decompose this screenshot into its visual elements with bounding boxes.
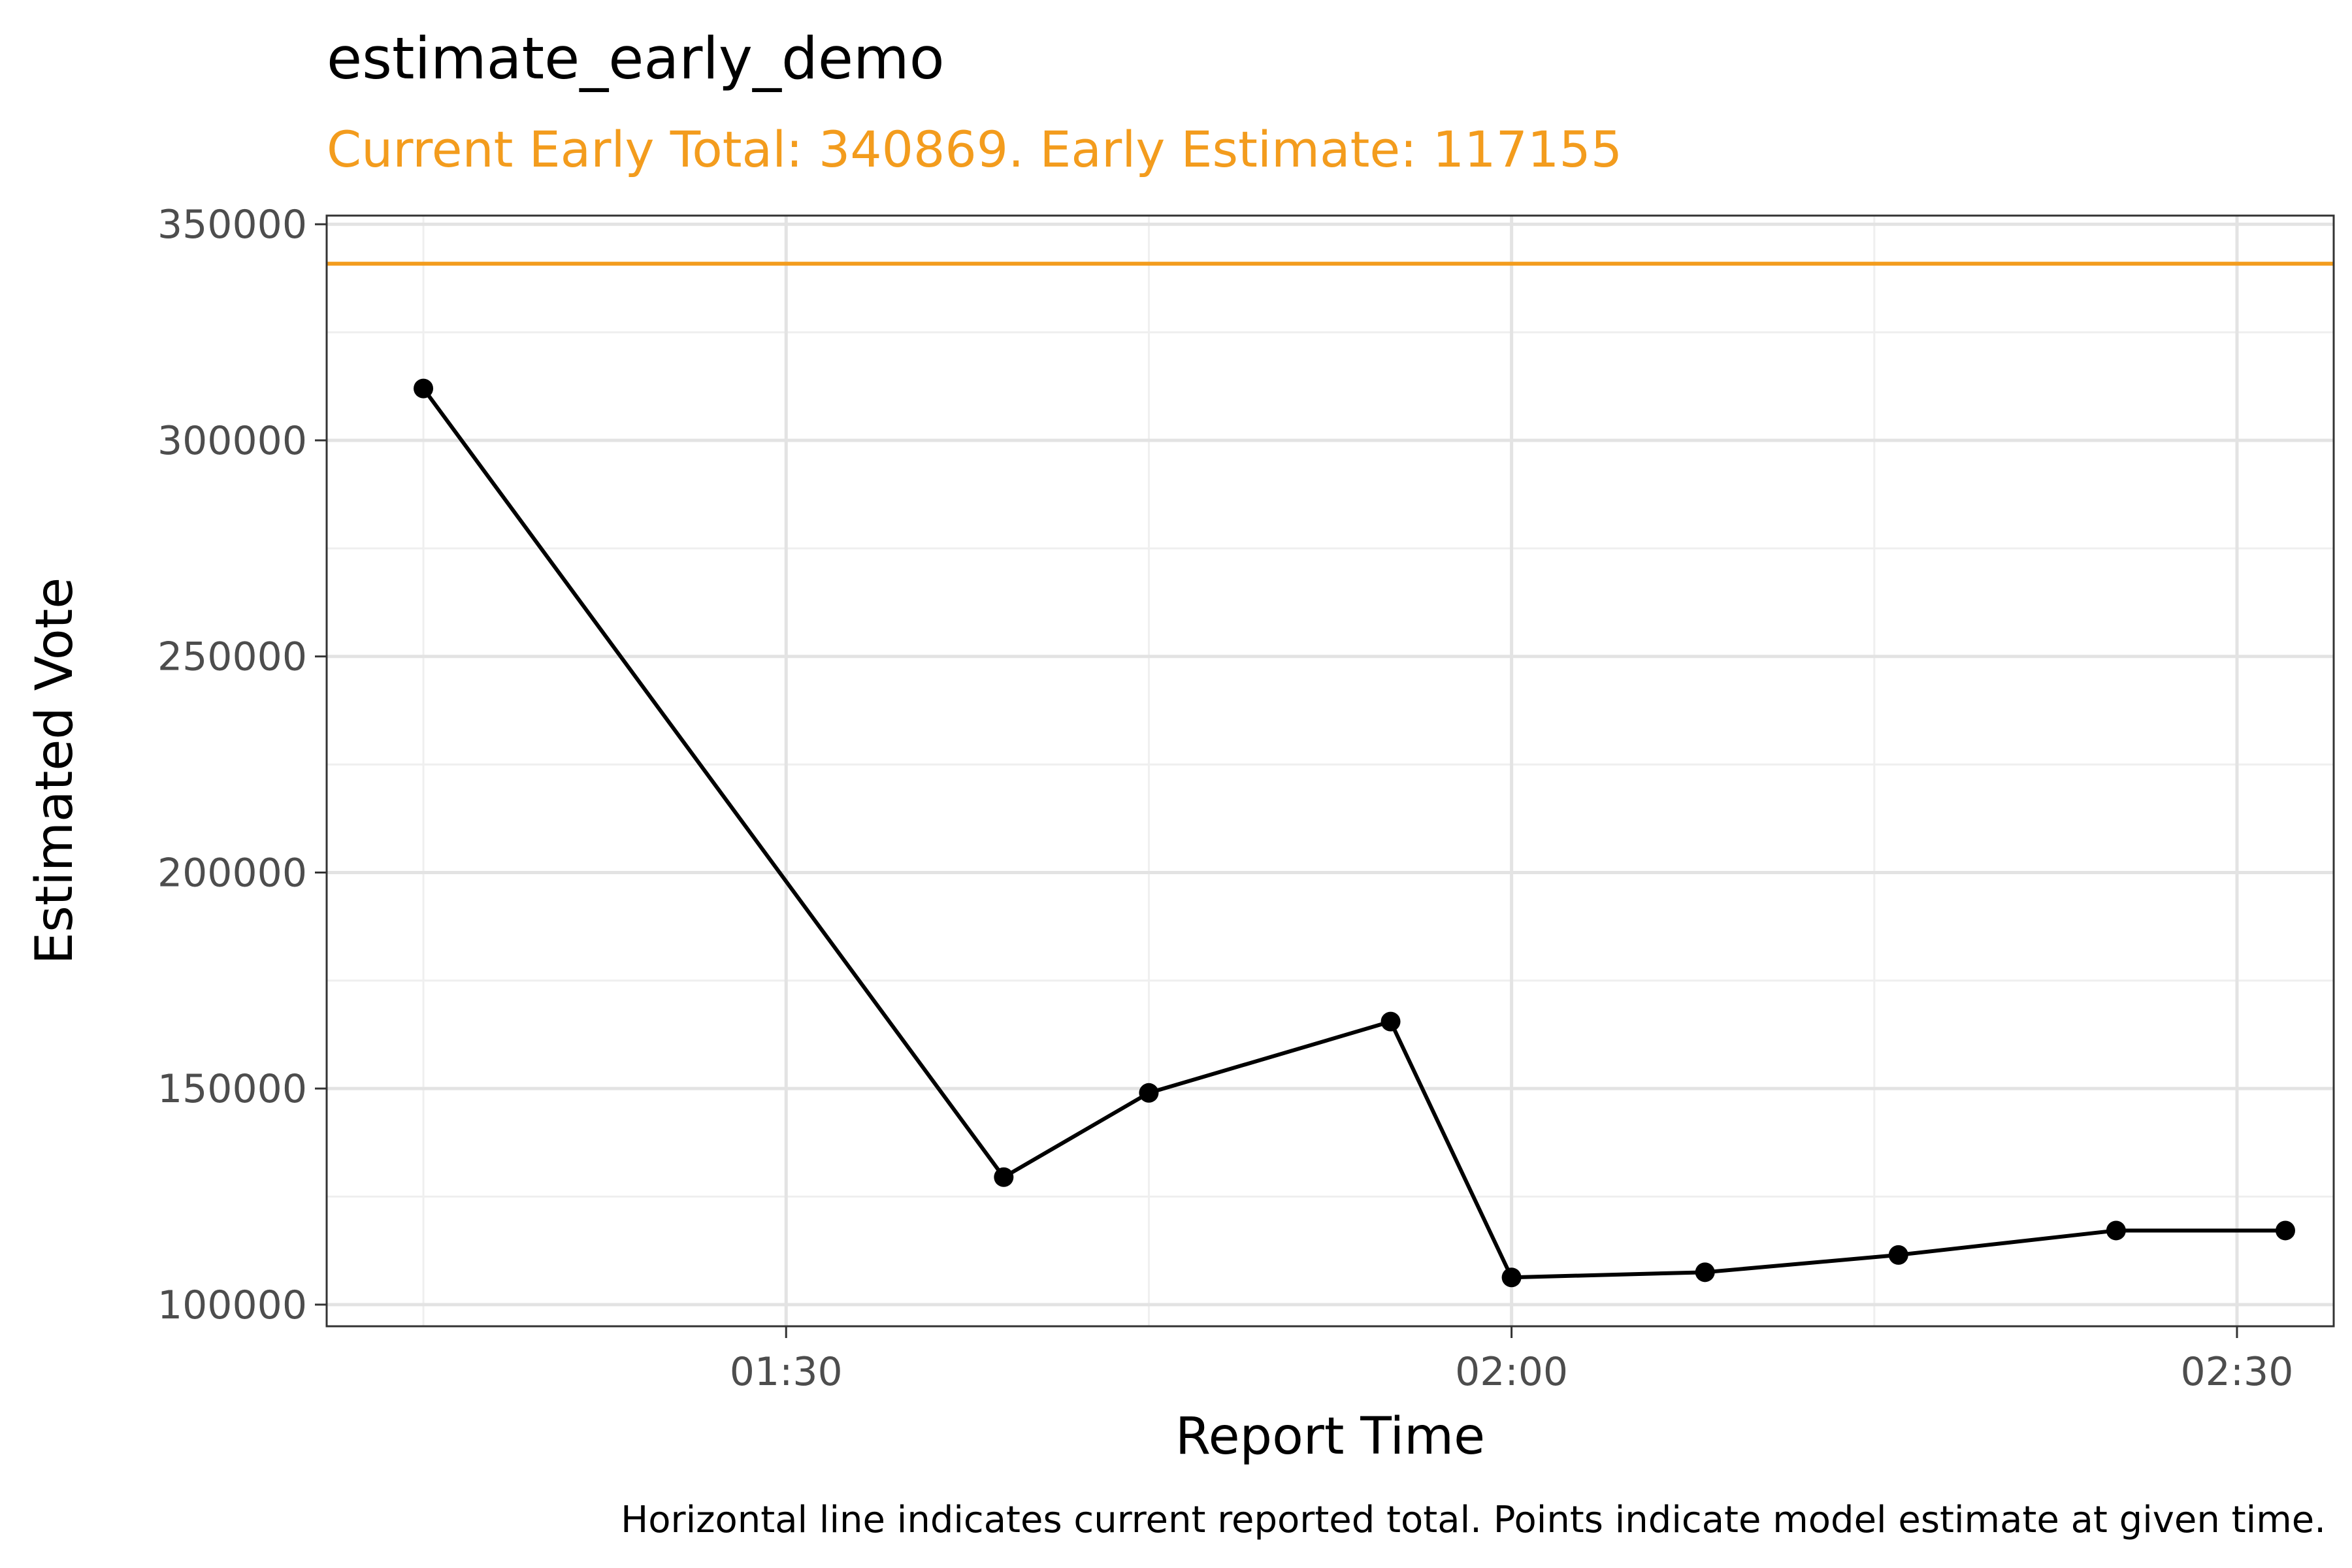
y-axis: 100000 150000 200000 250000 300000 350000 — [157, 202, 327, 1328]
data-point — [2275, 1220, 2295, 1241]
data-point — [414, 378, 434, 399]
x-axis-title: Report Time — [1175, 1407, 1485, 1466]
chart-subtitle: Current Early Total: 340869. Early Estim… — [327, 120, 1622, 178]
y-axis-title: Estimated Vote — [25, 578, 84, 964]
y-tick-label: 350000 — [157, 202, 307, 248]
y-tick-label: 200000 — [157, 850, 307, 896]
x-tick-label: 02:30 — [2180, 1349, 2293, 1395]
chart-caption: Horizontal line indicates current report… — [621, 1499, 2326, 1541]
data-point — [1501, 1267, 1522, 1288]
data-point — [1380, 1011, 1401, 1032]
data-point — [1695, 1262, 1715, 1282]
y-tick-label: 100000 — [157, 1282, 307, 1328]
data-point — [2106, 1220, 2126, 1241]
chart-title: estimate_early_demo — [327, 25, 945, 92]
plot-border — [325, 214, 2335, 1328]
x-axis: 01:30 02:00 02:30 — [730, 1326, 2293, 1395]
data-point — [994, 1167, 1014, 1187]
grid-major — [327, 216, 2334, 1326]
y-tick-label: 250000 — [157, 634, 307, 680]
x-tick-label: 01:30 — [730, 1349, 843, 1395]
plot-panel — [327, 216, 2334, 1326]
data-point — [1888, 1245, 1908, 1265]
data-point — [1139, 1083, 1159, 1103]
y-tick-label: 300000 — [157, 418, 307, 464]
x-tick-label: 02:00 — [1455, 1349, 1568, 1395]
grid-minor — [327, 216, 2334, 1326]
y-tick-label: 150000 — [157, 1066, 307, 1112]
series-layer — [414, 378, 2295, 1288]
